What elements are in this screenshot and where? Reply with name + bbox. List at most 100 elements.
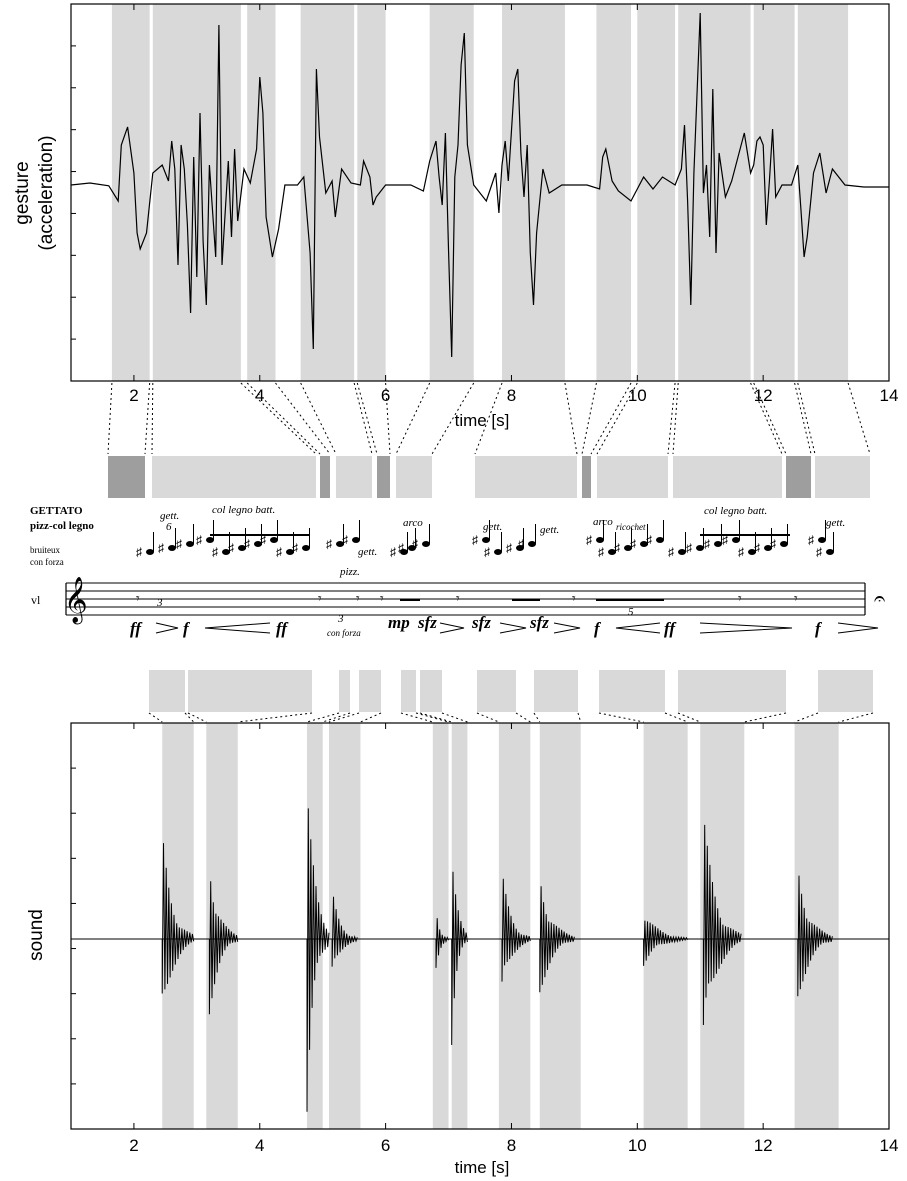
lower-segment-bar [534, 670, 578, 712]
gesture-x-tick-label: 8 [507, 386, 516, 405]
crescendo-hairpin [204, 622, 271, 634]
score-technique-label: col legno batt. [212, 504, 275, 516]
note-head [528, 541, 536, 547]
note-head [254, 541, 262, 547]
score-technique-label: con forza [327, 628, 361, 638]
sound-x-tick-label: 6 [381, 1136, 390, 1155]
upper-segment-bar [108, 456, 145, 498]
lower-segment-bar [599, 670, 665, 712]
dynamic-marking: f [183, 619, 191, 638]
sound-shaded-segment [451, 723, 468, 1129]
upper-segment-bar [786, 456, 811, 498]
note-head [482, 537, 490, 543]
lower-segment-bar [678, 670, 786, 712]
upper-connector [300, 382, 337, 455]
sound-x-tick-label: 4 [255, 1136, 264, 1155]
decrescendo-hairpin [439, 622, 465, 634]
gesture-shaded-segment [797, 4, 849, 381]
sharp-icon: ♯ [276, 545, 282, 559]
note-head [608, 549, 616, 555]
sharp-icon: ♯ [136, 545, 142, 559]
score-technique-label: arco [593, 516, 613, 528]
note-head [732, 537, 740, 543]
lower-segment-bar [149, 670, 185, 712]
score-technique-label: arco [403, 517, 423, 529]
sound-shaded-segments [162, 723, 839, 1129]
upper-connector [667, 382, 676, 455]
gesture-x-label: time [s] [455, 411, 510, 430]
lower-segment-bar [188, 670, 312, 712]
score-technique-label: 5 [628, 606, 634, 618]
lower-segment-bar [339, 670, 350, 712]
sound-waveform [71, 808, 889, 1112]
gesture-shaded-segment [111, 4, 150, 381]
sharp-icon: ♯ [738, 545, 744, 559]
lower-connector [360, 712, 382, 723]
note-head [408, 545, 416, 551]
lower-connector [187, 712, 207, 723]
lower-segment-bar [359, 670, 381, 712]
sharp-icon: ♯ [586, 533, 592, 547]
note-head [168, 545, 176, 551]
sound-x-tick-label: 2 [129, 1136, 138, 1155]
rest-icon: 𝄾 [456, 592, 460, 607]
note-head [422, 541, 430, 547]
sharp-icon: ♯ [686, 541, 692, 555]
upper-connector [240, 382, 317, 455]
upper-segment-bar [597, 456, 668, 498]
gesture-shaded-segment [429, 4, 474, 381]
gesture-shaded-segment [637, 4, 676, 381]
lower-connector [838, 712, 874, 723]
sound-shaded-segment [432, 723, 449, 1129]
note-head [270, 537, 278, 543]
decrescendo-hairpin [837, 622, 879, 634]
rest-icon: 𝄾 [136, 592, 140, 607]
sound-x-tick-label: 14 [880, 1136, 899, 1155]
lower-segment-bar [420, 670, 442, 712]
sharp-icon: ♯ [342, 533, 348, 547]
lower-segment-bars [149, 670, 873, 712]
sound-shaded-segment [162, 723, 194, 1129]
sharp-icon: ♯ [292, 541, 298, 555]
upper-connector [590, 382, 632, 455]
score-technique-label: gett. [358, 546, 377, 558]
lower-connector [148, 712, 163, 723]
sharp-icon: ♯ [260, 533, 266, 547]
upper-connector [107, 382, 113, 455]
note-head [238, 545, 246, 551]
lower-connector [419, 712, 452, 723]
note-head [826, 549, 834, 555]
gesture-trace [70, 12, 889, 358]
upper-connector [797, 382, 816, 455]
note-head [780, 541, 788, 547]
note-head [146, 549, 154, 555]
sharp-icon: ♯ [770, 537, 776, 551]
note-head [336, 541, 344, 547]
upper-connector [356, 382, 378, 455]
note-head [596, 537, 604, 543]
note-head [206, 537, 214, 543]
sharp-icon: ♯ [326, 537, 332, 551]
upper-connector [581, 382, 597, 455]
sound-x-ticks: 2 4 6 8 10 12 14 [71, 723, 898, 1155]
decrescendo-hairpin [553, 622, 581, 634]
sharp-icon: ♯ [816, 545, 822, 559]
decrescendo-hairpin [155, 622, 179, 634]
score-technique-label: gett. [826, 517, 845, 529]
dynamic-marking: sfz [529, 613, 549, 632]
note-head [678, 549, 686, 555]
gesture-shaded-segment [300, 4, 355, 381]
note-head [494, 549, 502, 555]
sharp-icon: ♯ [614, 541, 620, 555]
score-technique-label: ricochet [616, 522, 646, 532]
upper-segment-bar [396, 456, 432, 498]
score-tempo-note-line1: bruiteux [30, 545, 60, 555]
lower-connector [515, 712, 531, 723]
upper-segment-connectors [107, 382, 871, 455]
gesture-x-tick-label: 4 [255, 386, 264, 405]
sharp-icon: ♯ [630, 537, 636, 551]
crescendo-hairpin [615, 622, 661, 634]
upper-connector [353, 382, 373, 455]
upper-segment-bar [377, 456, 390, 498]
treble-clef-icon: 𝄞 [64, 577, 88, 625]
